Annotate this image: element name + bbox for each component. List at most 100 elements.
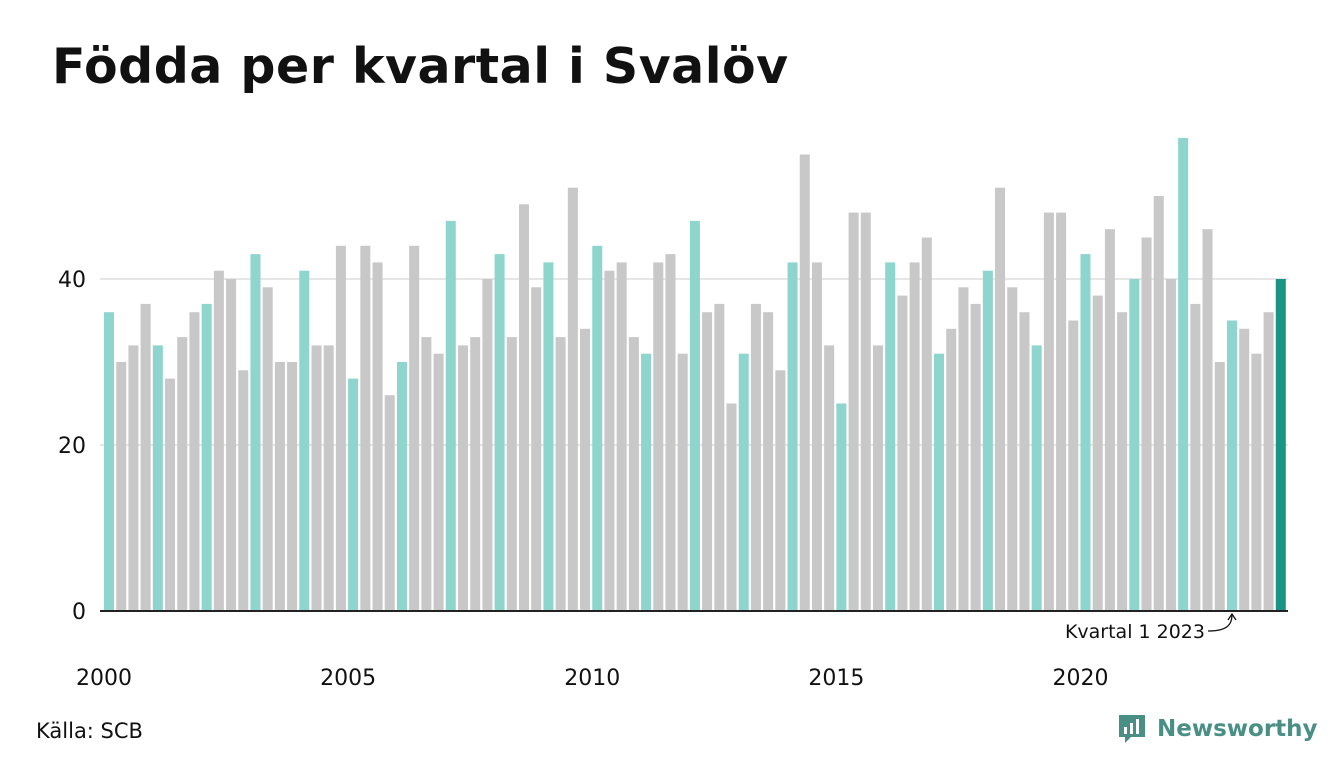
bar-2007-q2 <box>457 345 468 611</box>
bar-2004-q3 <box>323 345 334 611</box>
bar-2016-q4 <box>921 237 932 611</box>
bar-2013-q2 <box>750 303 761 611</box>
bar-2005-q2 <box>360 245 371 612</box>
bar-2002-q4 <box>238 370 249 611</box>
bar-2008-q3 <box>519 204 530 612</box>
bar-2014-q1 <box>787 262 798 611</box>
bar-2021-q2 <box>1141 237 1152 611</box>
bar-2019-q3 <box>1056 212 1067 611</box>
bar-2004-q4 <box>335 245 346 612</box>
bar-2010-q2 <box>604 270 615 611</box>
bar-2020-q2 <box>1092 295 1103 611</box>
bar-2013-q1 <box>738 353 749 611</box>
bar-2003-q2 <box>262 287 273 611</box>
bar-2007-q1 <box>445 220 456 611</box>
bar-2023-q3 <box>1251 353 1262 611</box>
bar-2006-q1 <box>396 362 407 611</box>
y-tick-label-0: 0 <box>72 600 86 625</box>
bar-2016-q2 <box>897 295 908 611</box>
bar-2001-q3 <box>177 337 188 611</box>
bar-2019-q4 <box>1068 320 1079 611</box>
bar-2015-q3 <box>860 212 871 611</box>
annotation-label: Kvartal 1 2023 <box>1065 621 1205 643</box>
bar-2014-q2 <box>799 154 810 611</box>
y-axis-ticks: 0 20 40 <box>58 268 86 625</box>
bar-2001-q2 <box>165 378 176 611</box>
bar-2013-q4 <box>775 370 786 611</box>
bar-2004-q2 <box>311 345 322 611</box>
bar-2017-q1 <box>934 353 945 611</box>
bar-2013-q3 <box>763 312 774 611</box>
bar-2005-q1 <box>348 378 359 611</box>
bar-2006-q3 <box>421 337 432 611</box>
bar-2015-q1 <box>836 403 847 611</box>
bar-2020-q3 <box>1104 229 1115 611</box>
bar-2004-q1 <box>299 270 310 611</box>
bar-2023-q2 <box>1239 328 1250 611</box>
x-axis-ticks: 2000 2005 2010 2015 2020 <box>76 666 1108 691</box>
bar-2000-q4 <box>140 303 151 611</box>
bar-2009-q3 <box>567 187 578 611</box>
bar-2011-q3 <box>665 254 676 611</box>
bar-2008-q1 <box>494 254 505 611</box>
newsworthy-logo[interactable]: Newsworthy <box>1117 713 1318 745</box>
bar-2023-q4 <box>1263 312 1274 611</box>
bar-2018-q1 <box>982 270 993 611</box>
bar-2010-q4 <box>628 337 639 611</box>
bar-2018-q3 <box>1007 287 1018 611</box>
bar-2008-q4 <box>531 287 542 611</box>
bar-2017-q4 <box>970 303 981 611</box>
annotation-arrow <box>1207 612 1237 632</box>
bar-2022-q4 <box>1214 362 1225 611</box>
bar-2007-q3 <box>470 337 481 611</box>
bar-2010-q3 <box>616 262 627 611</box>
bar-2007-q4 <box>482 279 493 611</box>
bar-2011-q4 <box>677 353 688 611</box>
bar-2008-q2 <box>506 337 517 611</box>
y-tick-label-20: 20 <box>58 434 86 459</box>
bar-2009-q4 <box>580 328 591 611</box>
bar-2011-q1 <box>641 353 652 611</box>
bar-2001-q1 <box>152 345 163 611</box>
bar-2003-q1 <box>250 254 261 611</box>
x-tick-label-2010: 2010 <box>564 666 620 691</box>
bar-2000-q2 <box>116 362 127 611</box>
bar-2014-q3 <box>811 262 822 611</box>
bar-2012-q2 <box>702 312 713 611</box>
bar-2012-q1 <box>689 220 700 611</box>
x-tick-label-2015: 2015 <box>808 666 864 691</box>
bar-2006-q4 <box>433 353 444 611</box>
bar-2018-q2 <box>995 187 1006 611</box>
bar-2000-q3 <box>128 345 139 611</box>
bar-2022-q2 <box>1190 303 1201 611</box>
bar-2010-q1 <box>592 245 603 612</box>
bar-2005-q3 <box>372 262 383 611</box>
bar-2019-q1 <box>1031 345 1042 611</box>
bar-2018-q4 <box>1019 312 1030 611</box>
bar-2021-q1 <box>1129 279 1140 611</box>
bar-2006-q2 <box>409 245 420 612</box>
annotation: Kvartal 1 2023 <box>1065 612 1237 643</box>
bar-2022-q3 <box>1202 229 1213 611</box>
bar-2015-q4 <box>872 345 883 611</box>
bar-2002-q2 <box>213 270 224 611</box>
bar-2019-q2 <box>1043 212 1054 611</box>
bar-2002-q1 <box>201 303 212 611</box>
bar-2020-q1 <box>1080 254 1091 611</box>
x-tick-label-2000: 2000 <box>76 666 132 691</box>
bar-2009-q2 <box>555 337 566 611</box>
bar-2003-q3 <box>274 362 285 611</box>
bar-2012-q4 <box>726 403 737 611</box>
bar-2014-q4 <box>824 345 835 611</box>
bar-2000-q1 <box>104 312 115 611</box>
chart-title: Födda per kvartal i Svalöv <box>52 38 789 95</box>
bar-2020-q4 <box>1117 312 1128 611</box>
bar-2009-q1 <box>543 262 554 611</box>
bar-2012-q3 <box>714 303 725 611</box>
bar-2022-q1 <box>1178 137 1189 611</box>
bar-2005-q4 <box>384 395 395 611</box>
source-label: Källa: SCB <box>36 719 143 743</box>
bar-2015-q2 <box>848 212 859 611</box>
y-tick-label-40: 40 <box>58 268 86 293</box>
